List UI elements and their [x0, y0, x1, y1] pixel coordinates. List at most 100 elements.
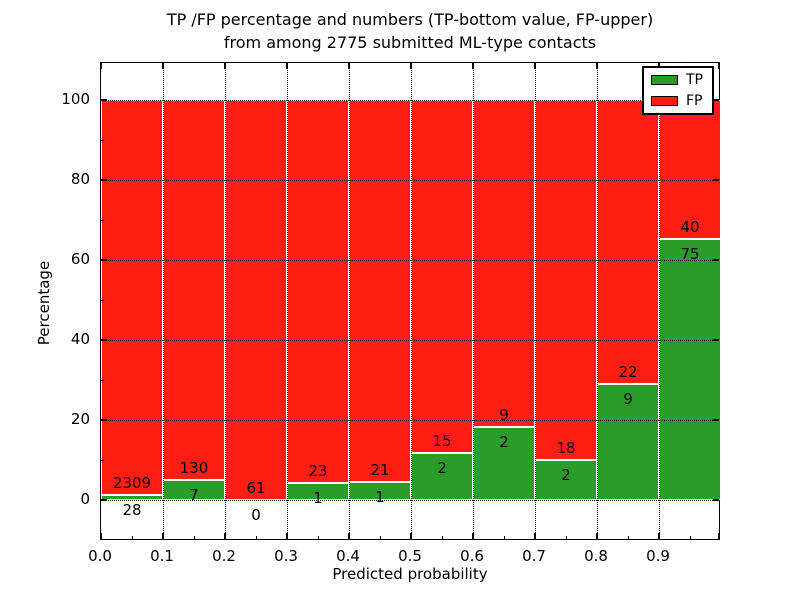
- x-tick-mark: [596, 533, 598, 539]
- legend: TP FP: [642, 66, 714, 115]
- v-gridline: [473, 63, 474, 539]
- h-gridline: [101, 340, 719, 341]
- x-tick-mark: [286, 63, 288, 69]
- fp-count-label: 61: [246, 479, 266, 497]
- x-minor-tick-mark: [131, 536, 133, 539]
- x-tick-label: 0.3: [274, 547, 298, 565]
- x-tick-mark: [348, 533, 350, 539]
- tp-count-label: 0: [251, 506, 261, 524]
- x-tick-mark: [472, 533, 474, 539]
- y-minor-tick-mark: [101, 379, 104, 381]
- y-tick-label: 60: [70, 250, 90, 268]
- y-tick-mark: [713, 339, 719, 341]
- bar-tp-segment: [101, 495, 163, 500]
- x-tick-mark: [162, 533, 164, 539]
- x-tick-mark: [596, 63, 598, 69]
- v-gridline: [659, 63, 660, 539]
- x-tick-label: 0.4: [336, 547, 360, 565]
- h-gridline: [101, 180, 719, 181]
- x-minor-tick-mark: [689, 536, 691, 539]
- bar-tp-segment: [535, 460, 597, 500]
- v-gridline: [411, 63, 412, 539]
- tp-count-label: 28: [122, 501, 142, 520]
- x-minor-tick-mark: [441, 536, 443, 539]
- h-gridline: [101, 100, 719, 101]
- bar-fp-segment: [473, 100, 535, 428]
- tp-count-label: 2: [437, 458, 447, 477]
- bar-tp-segment: [473, 427, 535, 500]
- legend-item-tp: TP: [651, 73, 705, 87]
- bar-fp-segment: [535, 100, 597, 460]
- fp-count-label: 15: [432, 431, 452, 450]
- y-tick-mark: [101, 339, 107, 341]
- x-tick-mark: [410, 533, 412, 539]
- tp-count-label: 2: [561, 466, 571, 484]
- bar-fp-segment: [163, 100, 225, 480]
- v-gridline: [225, 63, 226, 539]
- y-axis-label: Percentage: [35, 260, 53, 346]
- x-minor-tick-mark: [255, 536, 257, 539]
- x-tick-mark: [286, 533, 288, 539]
- x-tick-mark: [534, 533, 536, 539]
- fp-swatch-icon: [651, 96, 678, 106]
- y-minor-tick-mark: [101, 139, 104, 141]
- v-gridline: [163, 63, 164, 539]
- x-tick-label: 0.0: [88, 547, 112, 565]
- x-axis-label: Predicted probability: [332, 565, 488, 583]
- tp-count-label: 9: [623, 389, 633, 408]
- y-tick-label: 20: [70, 410, 90, 428]
- legend-label-tp: TP: [686, 72, 703, 88]
- tp-count-label: 7: [189, 485, 199, 504]
- y-tick-mark: [713, 259, 719, 261]
- x-tick-mark: [224, 63, 226, 69]
- y-minor-tick-mark: [101, 219, 104, 221]
- bar-fp-segment: [659, 100, 721, 240]
- x-minor-tick-mark: [317, 536, 319, 539]
- y-tick-mark: [713, 99, 719, 101]
- legend-label-fp: FP: [686, 93, 703, 109]
- tp-count-label: 1: [313, 489, 323, 508]
- y-tick-mark: [101, 259, 107, 261]
- fp-count-label: 2309: [112, 474, 152, 493]
- y-tick-mark: [101, 419, 107, 421]
- y-tick-label: 40: [70, 330, 90, 348]
- x-tick-label: 0.6: [460, 547, 484, 565]
- bar-tp-segment: [597, 383, 659, 500]
- y-tick-mark: [713, 419, 719, 421]
- fp-count-label: 130: [179, 458, 209, 477]
- chart-title-line2: from among 2775 submitted ML-type contac…: [223, 33, 597, 52]
- x-tick-label: 0.8: [584, 547, 608, 565]
- x-minor-tick-mark: [627, 536, 629, 539]
- y-tick-label: 100: [61, 90, 90, 108]
- x-minor-tick-mark: [565, 536, 567, 539]
- x-minor-tick-mark: [503, 536, 505, 539]
- bar-fp-segment: [597, 100, 659, 384]
- bar-fp-segment: [101, 100, 163, 496]
- x-tick-mark: [534, 63, 536, 69]
- x-tick-mark: [100, 533, 102, 539]
- y-tick-mark: [713, 179, 719, 181]
- h-gridline: [101, 500, 719, 501]
- y-tick-label: 80: [70, 170, 90, 188]
- fp-count-label: 21: [370, 460, 390, 479]
- fp-count-label: 9: [499, 406, 509, 425]
- tp-count-label: 75: [680, 245, 700, 264]
- bar-tp-segment: [659, 239, 721, 500]
- fp-count-label: 22: [618, 362, 638, 381]
- y-tick-mark: [101, 179, 107, 181]
- bar-tp-segment: [411, 452, 473, 500]
- plot-area: TP FP 2309 28 130 7 61 0 23 1 21 1 15 2 9 2 18 2 22 9 40 75: [100, 62, 721, 540]
- tp-count-label: 2: [499, 433, 509, 452]
- v-gridline: [287, 63, 288, 539]
- legend-item-fp: FP: [651, 94, 705, 108]
- x-tick-label: 0.9: [646, 547, 670, 565]
- x-tick-mark: [472, 63, 474, 69]
- y-tick-label: 0: [80, 490, 90, 508]
- x-tick-label: 0.2: [212, 547, 236, 565]
- x-tick-mark: [718, 63, 720, 69]
- fp-count-label: 18: [556, 439, 576, 457]
- y-tick-mark: [101, 99, 107, 101]
- x-tick-mark: [224, 533, 226, 539]
- tp-count-label: 1: [375, 487, 385, 506]
- y-minor-tick-mark: [101, 459, 104, 461]
